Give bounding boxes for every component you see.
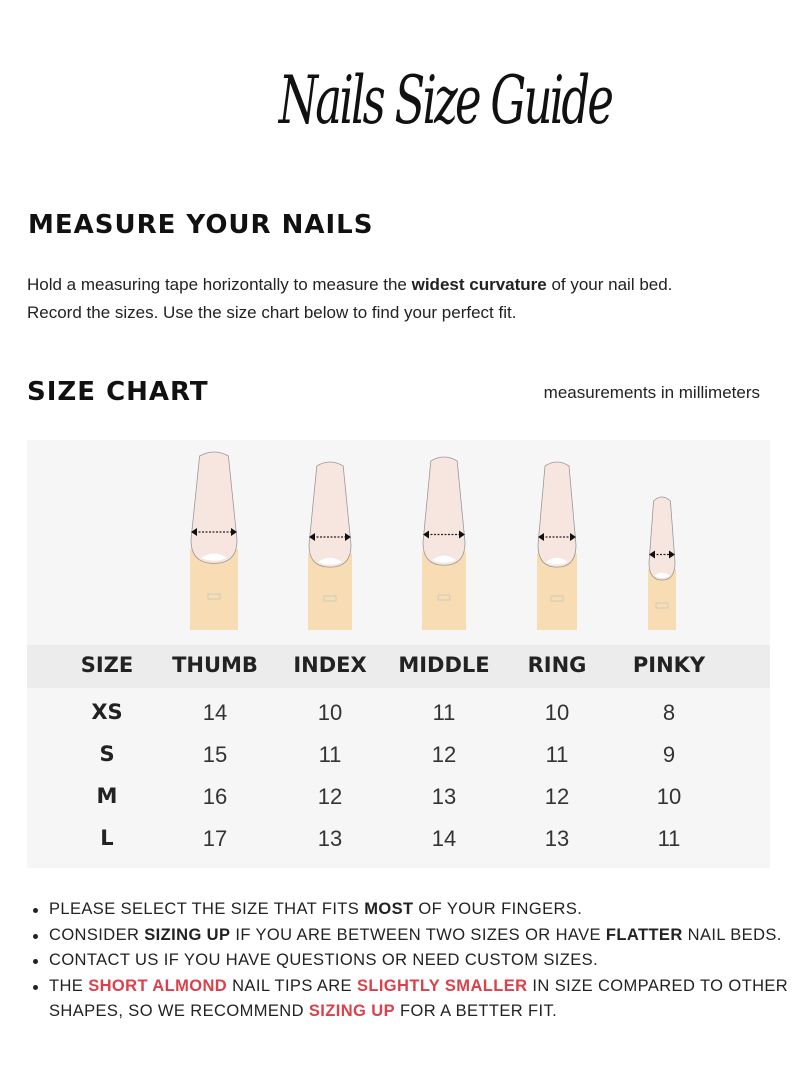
note-text: SHAPES, SO WE RECOMMEND [49, 1002, 309, 1020]
size-value-cell: 12 [317, 784, 343, 809]
column-header-pinky: PINKY [632, 653, 706, 677]
size-chart-header-row [27, 645, 770, 688]
size-label-cell: S [99, 742, 115, 766]
size-value-cell: 13 [431, 784, 457, 809]
nail-tip-shape [537, 461, 577, 568]
note-text: THE [49, 976, 89, 995]
bold-text: MOST [364, 900, 414, 918]
size-value-cell: 11 [657, 826, 681, 851]
size-label-cell: XS [91, 700, 123, 724]
size-value-cell: 12 [431, 742, 457, 767]
size-value-cell: 14 [202, 700, 228, 725]
size-chart-heading: SIZE CHART [27, 377, 209, 407]
intro-bold: widest curvature [411, 275, 547, 294]
column-header-middle: MIDDLE [398, 653, 490, 677]
size-value-cell: 11 [545, 742, 569, 767]
size-value-cell: 17 [202, 826, 228, 851]
nail-illustration-ring [535, 460, 579, 634]
note-text: IF YOU ARE BETWEEN TWO SIZES OR HAVE [230, 925, 606, 944]
note-text: NAIL BEDS. [682, 925, 782, 944]
size-value-cell: 10 [544, 700, 570, 725]
size-value-cell: 13 [544, 826, 570, 851]
note-text: FOR A BETTER FIT. [395, 1002, 558, 1020]
notes-list: PLEASE SELECT THE SIZE THAT FITS MOST OF… [30, 897, 788, 1025]
size-value-cell: 12 [544, 784, 570, 809]
size-value-cell: 8 [662, 700, 676, 725]
highlight-text: SLIGHTLY SMALLER [356, 976, 528, 995]
note-text: CONTACT US IF YOU HAVE QUESTIONS OR NEED… [49, 951, 599, 969]
column-header-thumb: THUMB [172, 653, 258, 677]
intro-text-after: of your nail bed. [546, 275, 673, 294]
size-label-cell: M [96, 784, 118, 808]
note-text: IN SIZE COMPARED TO OTHER [527, 976, 789, 995]
nail-illustration-index [306, 460, 354, 634]
size-value-cell: 11 [432, 700, 456, 725]
note-text: OF YOUR FINGERS. [413, 900, 583, 918]
size-value-cell: 13 [317, 826, 343, 851]
size-value-cell: 10 [656, 784, 682, 809]
size-label-cell: L [100, 826, 114, 850]
note-text: PLEASE SELECT THE SIZE THAT FITS [49, 900, 365, 918]
note-item: CONTACT US IF YOU HAVE QUESTIONS OR NEED… [30, 948, 788, 974]
nail-illustration-thumb [188, 450, 240, 634]
bold-text: FLATTER [605, 925, 683, 944]
nail-illustration-pinky [646, 495, 678, 634]
size-value-cell: 9 [662, 742, 676, 767]
highlight-text: SHORT ALMOND [88, 976, 228, 995]
column-header-index: INDEX [293, 653, 367, 677]
intro-text: Hold a measuring tape horizontally to me… [27, 275, 412, 294]
size-value-cell: 16 [202, 784, 228, 809]
column-header-size: SIZE [80, 653, 134, 677]
size-value-cell: 10 [317, 700, 343, 725]
note-item: PLEASE SELECT THE SIZE THAT FITS MOST OF… [30, 897, 788, 923]
highlight-text: SIZING UP [308, 1002, 395, 1020]
units-note: measurements in millimeters [543, 383, 760, 402]
nail-illustration-middle [420, 455, 468, 634]
nail-tip-shape [308, 461, 352, 568]
note-text: NAIL TIPS ARE [227, 976, 357, 995]
note-item: SHAPES, SO WE RECOMMEND SIZING UP FOR A … [30, 999, 788, 1025]
measure-heading: MEASURE YOUR NAILS [28, 210, 374, 240]
note-item: CONSIDER SIZING UP IF YOU ARE BETWEEN TW… [30, 923, 788, 949]
size-value-cell: 11 [318, 742, 342, 767]
size-value-cell: 14 [431, 826, 457, 851]
nail-tip-shape [190, 451, 238, 564]
nail-tip-shape [422, 456, 466, 566]
nail-tip-shape [648, 496, 676, 581]
measure-instructions: Hold a measuring tape horizontally to me… [27, 271, 672, 327]
size-value-cell: 15 [202, 742, 228, 767]
column-header-ring: RING [527, 653, 587, 677]
note-item: THE SHORT ALMOND NAIL TIPS ARE SLIGHTLY … [30, 974, 788, 1000]
bold-text: SIZING UP [144, 925, 231, 944]
intro-line2: Record the sizes. Use the size chart bel… [27, 303, 517, 322]
note-text: CONSIDER [49, 925, 145, 944]
page-title: Nails Size Guide [278, 62, 614, 139]
